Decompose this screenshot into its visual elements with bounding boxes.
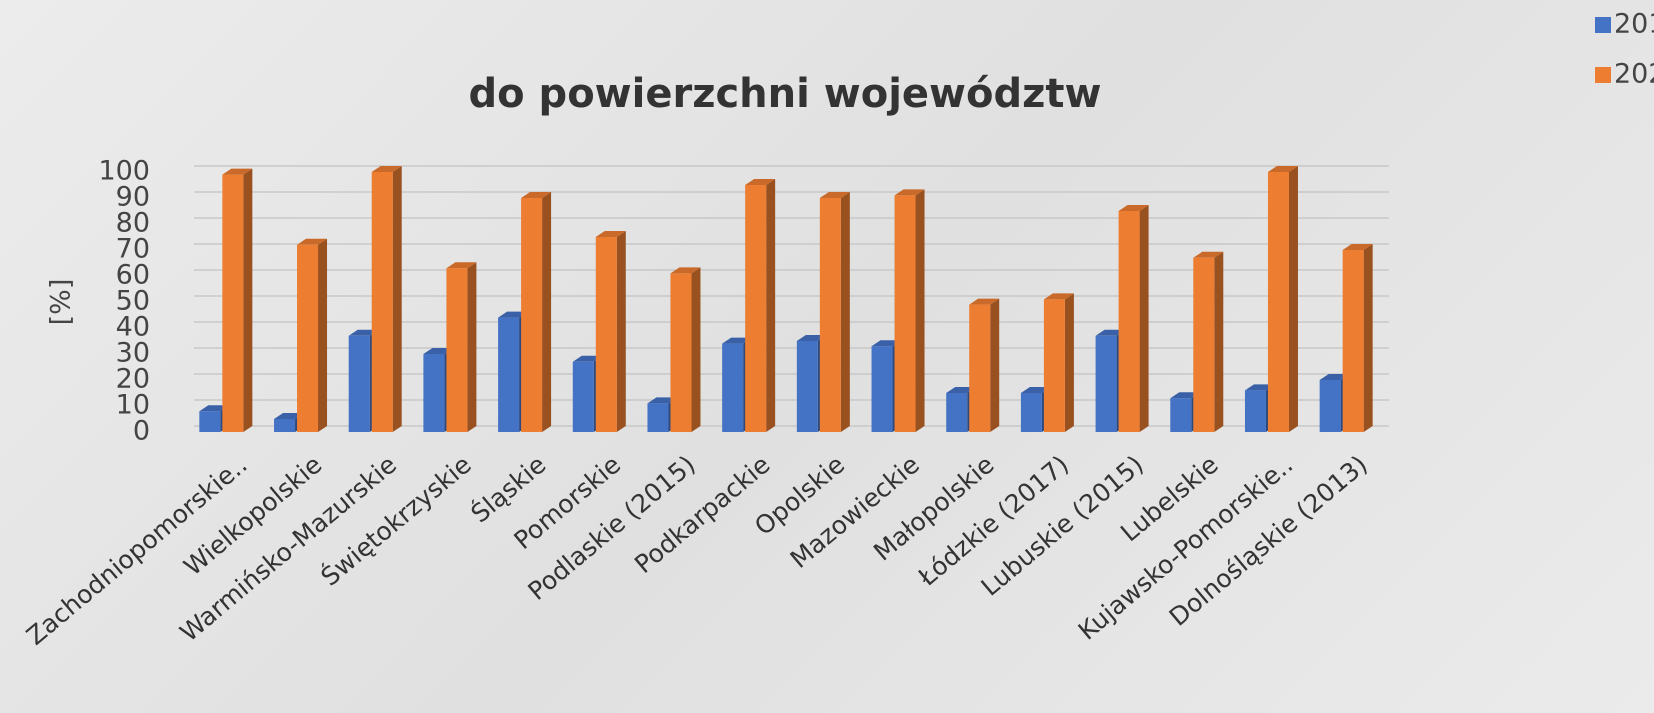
bar-top: [348, 329, 379, 336]
bar: [871, 346, 893, 432]
bar-side: [243, 168, 253, 432]
bar-top: [745, 179, 776, 185]
bar-top: [796, 335, 827, 341]
bar-top: [1095, 329, 1126, 336]
bar-top: [894, 189, 925, 196]
y-axis-label: [%]: [46, 279, 77, 326]
bar-top: [1267, 166, 1298, 172]
bar-top: [1342, 244, 1373, 250]
bar-top: [722, 337, 753, 344]
bar-top: [1043, 293, 1074, 300]
bar-top: [498, 311, 529, 318]
bar-side: [1288, 166, 1298, 432]
y-tick-label: 10: [116, 390, 150, 421]
bar-top: [647, 397, 678, 404]
bar: [1170, 398, 1192, 432]
bar: [423, 354, 445, 432]
bar-top: [274, 413, 305, 419]
chart-title: do powierzchni województw: [469, 71, 1102, 117]
bar: [796, 341, 818, 432]
y-tick-label: 100: [98, 156, 150, 187]
bar-side: [467, 262, 477, 432]
bar-top: [521, 192, 552, 198]
bar-side: [766, 179, 776, 432]
y-tick-label: 20: [116, 364, 150, 395]
bar-side: [1139, 205, 1149, 432]
bar-top: [819, 192, 850, 198]
bar: [1244, 390, 1266, 432]
y-tick-label: 70: [116, 234, 150, 265]
bar-side: [840, 192, 850, 432]
bar-side: [392, 166, 402, 432]
bar-top: [1193, 251, 1224, 258]
bar: [1020, 393, 1042, 432]
bar-top: [871, 340, 902, 347]
bar-side: [1363, 244, 1373, 432]
bar: [222, 174, 244, 432]
bar-top: [595, 231, 626, 237]
bar: [199, 411, 221, 432]
bar: [498, 317, 520, 432]
bar-top: [199, 405, 230, 412]
x-tick-label: Mazowieckie: [785, 450, 925, 574]
bar-top: [946, 387, 977, 393]
y-tick-label: 60: [116, 260, 150, 291]
bar-top: [1170, 392, 1201, 399]
bar-top: [1118, 205, 1149, 211]
bar: [595, 237, 617, 432]
bar: [274, 419, 296, 432]
bar: [1193, 257, 1215, 432]
bar: [946, 393, 968, 432]
bar-top: [1020, 387, 1051, 393]
bar-side: [691, 267, 701, 432]
bar-side: [318, 238, 328, 432]
bar-top: [423, 348, 454, 354]
bar: [1043, 299, 1065, 432]
bar: [647, 403, 669, 432]
bar-top: [1319, 374, 1350, 380]
bar: [969, 304, 991, 432]
bar-top: [1244, 384, 1275, 391]
bar-side: [1214, 251, 1224, 432]
y-tick-label: 40: [116, 312, 150, 343]
bar: [1095, 335, 1117, 432]
y-tick-label: 0: [133, 416, 150, 447]
bar: [446, 268, 468, 432]
bar: [722, 343, 744, 432]
legend-label: 2021 r.: [1614, 59, 1654, 90]
legend-swatch: [1595, 67, 1611, 83]
y-tick-label: 90: [116, 182, 150, 213]
bar-top: [222, 168, 253, 175]
bar: [572, 361, 594, 432]
legend-swatch: [1595, 17, 1611, 33]
bar-side: [915, 189, 925, 432]
bar: [1267, 172, 1289, 432]
bar-top: [969, 298, 1000, 305]
bar-side: [616, 231, 626, 432]
bar-side: [990, 298, 1000, 432]
bar: [371, 172, 393, 432]
bar: [670, 273, 692, 432]
bar-top: [446, 262, 477, 269]
y-tick-label: 30: [116, 338, 150, 369]
bar-top: [371, 166, 402, 172]
bar: [521, 198, 543, 432]
y-tick-label: 50: [116, 286, 150, 317]
bar: [745, 185, 767, 432]
bar: [894, 195, 916, 432]
bar-top: [670, 267, 701, 274]
legend-label: 2011 r.: [1614, 9, 1654, 40]
bar-top: [572, 355, 603, 362]
bar: [348, 335, 370, 432]
y-tick-label: 80: [116, 208, 150, 239]
bar-side: [542, 192, 552, 432]
bar: [297, 244, 319, 432]
bar-top: [297, 238, 328, 245]
bar: [1319, 380, 1341, 432]
bar-side: [1064, 293, 1074, 432]
bar: [1118, 211, 1140, 432]
bar: [819, 198, 841, 432]
bar: [1342, 250, 1364, 432]
